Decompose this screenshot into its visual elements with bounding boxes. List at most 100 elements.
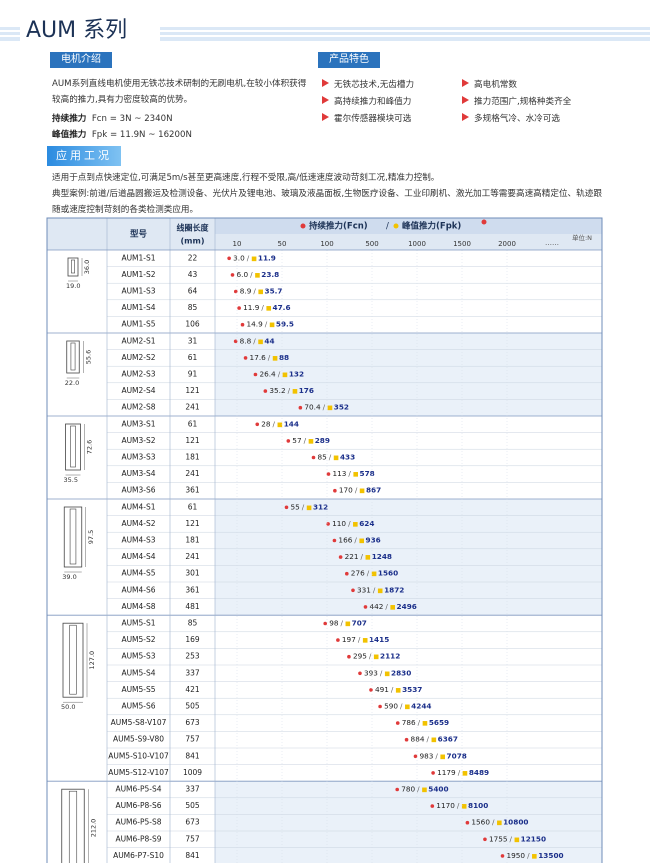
continuous-force: 14.9 xyxy=(247,320,264,329)
peak-force: 936 xyxy=(366,536,381,545)
continuous-force: 1179 xyxy=(437,768,456,777)
feature-item: 霍尔传感器模块可选 xyxy=(322,112,411,124)
force-text: 786/■5659 xyxy=(402,718,449,727)
column-header: 型号 xyxy=(130,229,148,240)
coil-length: 121 xyxy=(185,386,200,395)
force-separator: / xyxy=(355,486,358,495)
peak-force-marker: ■ xyxy=(282,371,288,378)
continuous-force: 197 xyxy=(342,635,356,644)
profile-slot xyxy=(70,342,76,371)
peak-force: 2112 xyxy=(380,652,400,661)
coil-length: 31 xyxy=(188,336,198,345)
continuous-force-dot xyxy=(230,273,235,277)
continuous-force: 8.8 xyxy=(240,336,252,345)
model-name: AUM5-S2 xyxy=(121,635,155,644)
continuous-force: 1755 xyxy=(489,834,508,843)
coil-length: 22 xyxy=(188,253,198,262)
peak-force: 176 xyxy=(299,386,314,395)
dimension-label: 35.5 xyxy=(64,476,78,484)
peak-force: 1248 xyxy=(372,552,392,561)
spec-line: 峰值推力 Fpk = 11.9N ~ 16200N xyxy=(52,128,192,140)
coil-length: 505 xyxy=(185,801,200,810)
force-separator: / xyxy=(367,569,370,578)
force-text: 1950/■13500 xyxy=(507,851,564,860)
application-text: 典型案例:前道/后道晶圆搬运及检测设备、光伏片及锂电池、玻璃及液晶面板,生物医疗… xyxy=(52,189,602,215)
force-separator: / xyxy=(457,801,460,810)
legend-label: 峰值推力(Fpk) xyxy=(402,221,461,232)
force-text: 983/■7078 xyxy=(419,751,466,760)
coil-length: 181 xyxy=(185,536,200,545)
scale-label: …… xyxy=(545,239,559,247)
column-header: (mm) xyxy=(181,237,205,246)
model-name: AUM2-S8 xyxy=(121,403,155,412)
model-name: AUM5-S5 xyxy=(121,685,155,694)
force-text: 276/■1560 xyxy=(351,569,398,578)
coil-length: 85 xyxy=(188,303,198,312)
force-separator: / xyxy=(348,519,351,528)
peak-force-marker: ■ xyxy=(353,471,359,478)
force-text: 98/■707 xyxy=(329,619,367,628)
legend-dot xyxy=(300,223,306,229)
coil-length: 337 xyxy=(185,668,200,677)
model-name: AUM4-S2 xyxy=(121,519,155,528)
peak-force-marker: ■ xyxy=(532,852,538,859)
continuous-force-dot xyxy=(255,422,260,427)
peak-force: 1560 xyxy=(378,569,398,578)
continuous-force-dot xyxy=(465,820,470,825)
model-name: AUM1-S1 xyxy=(121,253,155,262)
peak-force-marker: ■ xyxy=(272,354,278,361)
peak-force: 3537 xyxy=(402,685,422,694)
coil-length: 43 xyxy=(188,270,198,279)
continuous-force: 780 xyxy=(401,785,415,794)
continuous-force-dot xyxy=(395,787,400,792)
force-text: 113/■578 xyxy=(332,469,374,478)
unit-label: 单位:N xyxy=(572,233,592,242)
peak-force: 8100 xyxy=(468,801,488,810)
spec-label: 峰值推力 xyxy=(52,130,87,140)
intro-text: AUM系列直线电机使用无铁芯技术研制的无刷电机,在较小体积获得较高的推力,具有力… xyxy=(52,79,307,105)
peak-force-marker: ■ xyxy=(514,836,520,843)
model-name: AUM5-S4 xyxy=(121,668,155,677)
force-text: 6.0/■23.8 xyxy=(237,270,280,279)
scale-label: 1500 xyxy=(453,240,471,248)
feature-item: 无铁芯技术,无齿槽力 xyxy=(322,78,414,90)
peak-force: 1415 xyxy=(369,635,389,644)
force-text: 3.0/■11.9 xyxy=(233,253,276,262)
model-name: AUM6-P8-S9 xyxy=(115,834,161,843)
continuous-force: 55 xyxy=(291,502,300,511)
model-name: AUM3-S6 xyxy=(121,486,155,495)
model-name: AUM2-S1 xyxy=(121,336,155,345)
table-header-accent xyxy=(215,218,602,234)
peak-force: 59.5 xyxy=(276,320,294,329)
model-name: AUM6-P7-S10 xyxy=(113,851,164,860)
continuous-force-dot xyxy=(333,488,337,493)
continuous-force-dot xyxy=(233,339,238,344)
continuous-force-dot xyxy=(298,405,303,410)
continuous-force: 166 xyxy=(338,536,352,545)
force-text: 166/■936 xyxy=(338,536,380,545)
model-name: AUM2-S2 xyxy=(121,353,155,362)
continuous-force: 393 xyxy=(364,668,378,677)
peak-force: 12150 xyxy=(521,834,546,843)
force-separator: / xyxy=(369,652,372,661)
continuous-force-dot xyxy=(378,704,382,709)
peak-force-marker: ■ xyxy=(395,686,401,693)
continuous-force: 786 xyxy=(402,718,416,727)
section-tab: 产品特色 xyxy=(318,52,380,68)
peak-force-marker: ■ xyxy=(462,769,468,776)
peak-force-marker: ■ xyxy=(333,454,339,461)
peak-force: 4244 xyxy=(411,702,431,711)
continuous-force: 35.2 xyxy=(269,386,285,395)
continuous-force-dot xyxy=(345,571,349,576)
peak-force: 352 xyxy=(334,403,349,412)
scale-label: 100 xyxy=(320,240,333,248)
force-text: 85/■433 xyxy=(318,453,356,462)
force-text: 780/■5400 xyxy=(401,785,448,794)
force-separator: / xyxy=(458,768,461,777)
peak-force: 624 xyxy=(359,519,374,528)
dimension-label: 22.0 xyxy=(65,379,79,387)
force-separator: / xyxy=(261,303,264,312)
scale-label: 2000 xyxy=(498,240,516,248)
force-separator: / xyxy=(250,270,253,279)
coil-length: 169 xyxy=(185,635,200,644)
